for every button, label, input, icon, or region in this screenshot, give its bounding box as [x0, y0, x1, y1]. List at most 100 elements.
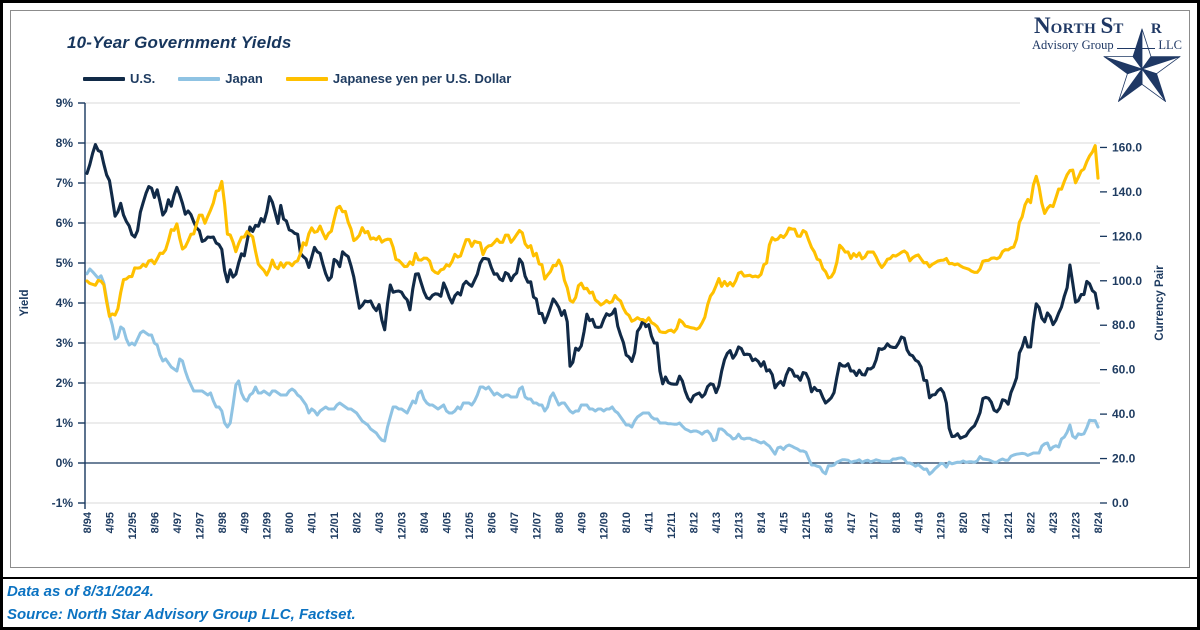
- svg-text:120.0: 120.0: [1112, 229, 1142, 243]
- svg-text:40.0: 40.0: [1112, 407, 1136, 421]
- svg-text:6%: 6%: [56, 216, 74, 230]
- svg-text:8/94: 8/94: [82, 511, 94, 533]
- us-line-swatch: [83, 76, 125, 81]
- series-line-yen: [85, 144, 1100, 335]
- svg-text:1%: 1%: [56, 416, 74, 430]
- legend-item-us: U.S.: [83, 71, 155, 86]
- legend-label-yen: Japanese yen per U.S. Dollar: [332, 71, 512, 86]
- gridlines: [85, 102, 1100, 504]
- axis-labels: 9%8%7%6%5%4%3%2%1%0%-1%180.0160.0140.012…: [19, 96, 1166, 540]
- svg-text:8/22: 8/22: [1026, 512, 1038, 533]
- svg-text:8/18: 8/18: [891, 512, 903, 533]
- svg-text:12/13: 12/13: [734, 512, 746, 540]
- svg-text:4/01: 4/01: [307, 512, 319, 533]
- svg-text:20.0: 20.0: [1112, 452, 1136, 466]
- svg-text:12/11: 12/11: [666, 512, 678, 539]
- svg-text:4/97: 4/97: [172, 512, 184, 533]
- logo-letter: N: [1034, 13, 1051, 38]
- svg-text:2%: 2%: [56, 376, 74, 390]
- svg-text:4%: 4%: [56, 296, 74, 310]
- logo-letter: R: [1150, 21, 1163, 37]
- svg-text:8/06: 8/06: [486, 512, 498, 533]
- svg-text:7%: 7%: [56, 176, 74, 190]
- svg-text:Currency Pair: Currency Pair: [1154, 265, 1166, 341]
- yen-line-swatch: [285, 76, 328, 81]
- svg-text:60.0: 60.0: [1112, 363, 1136, 377]
- logo-subtitle-row: Advisory Group LLC: [1032, 38, 1182, 53]
- svg-text:80.0: 80.0: [1112, 318, 1136, 332]
- svg-text:-1%: -1%: [52, 496, 74, 510]
- svg-text:3%: 3%: [56, 336, 74, 350]
- source-note: Source: North Star Advisory Group LLC, F…: [7, 606, 356, 623]
- yield-chart-plot: 9%8%7%6%5%4%3%2%1%0%-1%180.0160.0140.012…: [19, 96, 1166, 540]
- svg-text:12/19: 12/19: [936, 512, 948, 540]
- logo-letter: T: [1113, 21, 1124, 37]
- svg-text:100.0: 100.0: [1112, 274, 1142, 288]
- svg-text:12/21: 12/21: [1003, 512, 1015, 540]
- svg-text:12/07: 12/07: [531, 512, 543, 540]
- svg-text:8/08: 8/08: [554, 512, 566, 533]
- svg-text:160.0: 160.0: [1112, 140, 1142, 154]
- svg-text:4/21: 4/21: [981, 512, 993, 533]
- logo-wordmark: NORTH ST R: [1034, 13, 1162, 42]
- svg-text:8/14: 8/14: [756, 511, 768, 533]
- svg-text:4/95: 4/95: [104, 512, 116, 533]
- logo-suffix: LLC: [1158, 38, 1182, 52]
- chart-legend: U.S. Japan Japanese yen per U.S. Dollar: [83, 71, 511, 86]
- svg-text:4/23: 4/23: [1048, 512, 1060, 533]
- japan-line-swatch: [178, 76, 221, 81]
- svg-text:12/99: 12/99: [262, 512, 274, 540]
- svg-text:8/12: 8/12: [689, 512, 701, 533]
- svg-text:4/17: 4/17: [846, 512, 858, 533]
- svg-text:9%: 9%: [56, 96, 74, 110]
- svg-text:4/05: 4/05: [441, 512, 453, 533]
- star-icon: [1103, 28, 1181, 102]
- svg-text:0.0: 0.0: [1112, 496, 1129, 510]
- svg-text:12/15: 12/15: [801, 512, 813, 540]
- legend-label-japan: Japan: [225, 71, 263, 86]
- logo-letter: S: [1100, 13, 1114, 38]
- svg-text:140.0: 140.0: [1112, 185, 1142, 199]
- svg-text:4/09: 4/09: [576, 512, 588, 533]
- svg-text:8/98: 8/98: [217, 512, 229, 533]
- logo-subtitle: Advisory Group: [1032, 38, 1114, 52]
- svg-text:4/99: 4/99: [239, 512, 251, 533]
- svg-text:12/17: 12/17: [868, 512, 880, 540]
- series-line-japan: [85, 267, 1100, 476]
- svg-text:4/13: 4/13: [711, 512, 723, 533]
- chart-title: 10-Year Government Yields: [67, 33, 292, 52]
- svg-text:8/04: 8/04: [419, 511, 431, 533]
- svg-text:12/03: 12/03: [397, 512, 409, 540]
- svg-text:4/11: 4/11: [644, 512, 656, 533]
- svg-text:4/15: 4/15: [778, 512, 790, 533]
- svg-text:4/07: 4/07: [509, 512, 521, 533]
- legend-label-us: U.S.: [130, 71, 156, 86]
- axes: [78, 102, 1107, 509]
- svg-text:4/03: 4/03: [374, 512, 386, 533]
- svg-text:12/09: 12/09: [599, 512, 611, 540]
- series-lines: [85, 143, 1100, 476]
- svg-text:12/05: 12/05: [464, 512, 476, 540]
- svg-text:8/00: 8/00: [284, 512, 296, 533]
- svg-text:12/01: 12/01: [329, 512, 341, 540]
- svg-text:8/02: 8/02: [352, 512, 364, 533]
- data-as-of-note: Data as of 8/31/2024.: [7, 583, 154, 600]
- svg-text:Yield: Yield: [19, 289, 31, 316]
- svg-text:12/23: 12/23: [1071, 512, 1083, 540]
- svg-text:8/20: 8/20: [958, 512, 970, 533]
- logo-letters: ORTH: [1050, 21, 1097, 37]
- series-line-us: [85, 143, 1100, 440]
- svg-text:8/16: 8/16: [823, 512, 835, 533]
- logo-rule: [1116, 47, 1156, 49]
- svg-text:8/96: 8/96: [149, 512, 161, 533]
- svg-text:5%: 5%: [56, 256, 74, 270]
- svg-text:8/24: 8/24: [1093, 511, 1105, 533]
- legend-item-yen: Japanese yen per U.S. Dollar: [285, 71, 512, 86]
- svg-text:4/19: 4/19: [913, 512, 925, 533]
- north-star-logo: NORTH ST R Advisory Group LLC: [1020, 11, 1188, 113]
- legend-item-japan: Japan: [178, 71, 263, 86]
- svg-text:0%: 0%: [56, 456, 74, 470]
- svg-text:12/97: 12/97: [194, 512, 206, 540]
- footer-box: Data as of 8/31/2024. Source: North Star…: [3, 577, 1197, 627]
- svg-text:8%: 8%: [56, 136, 74, 150]
